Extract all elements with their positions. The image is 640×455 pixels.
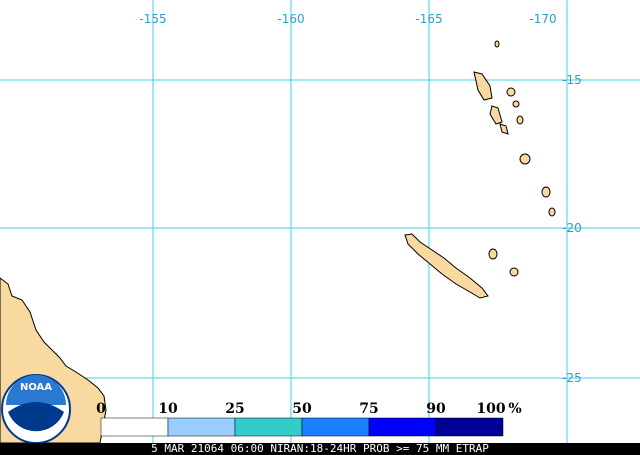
island	[489, 105, 503, 125]
legend-swatch	[368, 417, 437, 437]
legend-swatch	[301, 417, 370, 437]
logo-text: NOAA	[20, 382, 52, 393]
legend-swatch	[100, 417, 169, 437]
logo-wave	[8, 402, 64, 432]
legend: 0 10 25 50 75 90 100%	[96, 401, 522, 437]
longitude-label: -165	[415, 12, 442, 26]
island	[488, 248, 498, 260]
noaa-logo: NOAA	[1, 374, 71, 444]
island	[499, 123, 509, 135]
island	[519, 153, 531, 165]
legend-tick-label: 10	[158, 401, 178, 417]
latitude-label: -25	[562, 371, 582, 385]
legend-swatch	[167, 417, 236, 437]
longitude-label: -170	[529, 12, 556, 26]
legend-tick-label: 50	[292, 401, 312, 417]
island	[509, 267, 519, 277]
legend-swatch	[435, 417, 504, 437]
island	[494, 40, 500, 48]
legend-tick-label: 0	[96, 401, 106, 417]
land-new-caledonia	[404, 233, 489, 299]
longitude-label: -155	[139, 12, 166, 26]
legend-swatch	[234, 417, 303, 437]
graticule: -155 -160 -165 -170 -15 -20 -25	[0, 0, 640, 443]
island	[541, 186, 551, 198]
island	[512, 100, 520, 108]
latitude-label: -20	[562, 221, 582, 235]
legend-unit: %	[508, 401, 521, 417]
logo-sky	[6, 375, 66, 405]
island	[506, 87, 516, 97]
islands	[473, 40, 556, 277]
island	[548, 207, 556, 217]
latitude-label: -15	[562, 73, 582, 87]
legend-tick-label: 90	[426, 401, 446, 417]
caption: 5 MAR 21064 06:00 NIRAN:18-24HR PROB >= …	[151, 442, 489, 455]
caption-bar	[0, 443, 640, 455]
legend-tick-label: 25	[225, 401, 244, 417]
island	[473, 71, 493, 101]
legend-tick-label: 100	[476, 401, 505, 417]
legend-tick-label: 75	[359, 401, 378, 417]
longitude-label: -160	[277, 12, 304, 26]
island	[516, 115, 524, 125]
